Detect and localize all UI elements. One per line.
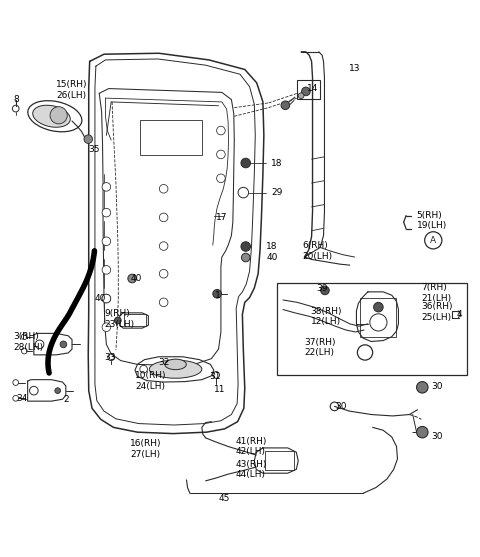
Ellipse shape (28, 101, 82, 132)
Circle shape (301, 87, 310, 96)
Text: 38(RH)
12(LH): 38(RH) 12(LH) (311, 307, 342, 326)
Text: 8: 8 (13, 95, 19, 104)
Text: 7(RH)
21(LH): 7(RH) 21(LH) (421, 283, 452, 302)
Text: A: A (430, 236, 436, 245)
Text: 45: 45 (219, 495, 230, 504)
Circle shape (50, 107, 67, 124)
Circle shape (102, 183, 111, 191)
Circle shape (159, 298, 168, 307)
Circle shape (373, 302, 383, 312)
Circle shape (281, 101, 289, 110)
Ellipse shape (33, 105, 70, 127)
Text: 11: 11 (214, 385, 225, 394)
Circle shape (213, 290, 221, 298)
Circle shape (159, 242, 168, 250)
Circle shape (216, 126, 225, 135)
Bar (360, 297, 396, 337)
Circle shape (241, 158, 251, 168)
Text: 18: 18 (266, 242, 278, 251)
Text: 32: 32 (158, 359, 169, 368)
Text: 13: 13 (349, 64, 360, 73)
Text: 1: 1 (215, 291, 221, 300)
Circle shape (102, 294, 111, 303)
Text: 43(RH)
44(LH): 43(RH) 44(LH) (235, 460, 266, 479)
Bar (277, 284, 467, 375)
Text: 30: 30 (431, 382, 443, 391)
Text: 30: 30 (431, 432, 443, 442)
Text: 30: 30 (336, 402, 347, 411)
Circle shape (238, 187, 249, 198)
Text: 39: 39 (316, 284, 328, 292)
Text: 6(RH)
20(LH): 6(RH) 20(LH) (302, 241, 332, 261)
Ellipse shape (165, 359, 186, 370)
Circle shape (102, 266, 111, 274)
Circle shape (35, 340, 44, 349)
Circle shape (60, 341, 67, 348)
Text: 34: 34 (17, 394, 28, 403)
Text: 3(RH)
28(LH): 3(RH) 28(LH) (13, 333, 44, 351)
Text: 18: 18 (271, 159, 283, 168)
Bar (265, 451, 294, 470)
Text: 40: 40 (95, 294, 106, 303)
Text: 41(RH)
42(LH): 41(RH) 42(LH) (235, 437, 266, 456)
Text: 40: 40 (266, 253, 277, 262)
Circle shape (241, 242, 251, 251)
Circle shape (102, 323, 111, 331)
Circle shape (115, 317, 121, 324)
Text: 17: 17 (216, 213, 228, 222)
Text: 36(RH)
25(LH): 36(RH) 25(LH) (421, 302, 453, 321)
Circle shape (417, 382, 428, 393)
Circle shape (159, 270, 168, 278)
Bar (123, 314, 146, 326)
Circle shape (140, 365, 147, 373)
Circle shape (216, 174, 225, 183)
Circle shape (370, 314, 387, 331)
Text: 5(RH)
19(LH): 5(RH) 19(LH) (417, 211, 447, 230)
Bar (297, 80, 320, 99)
Circle shape (84, 135, 93, 144)
Circle shape (241, 253, 250, 262)
Circle shape (321, 286, 329, 295)
Circle shape (159, 213, 168, 222)
Circle shape (102, 237, 111, 246)
Circle shape (30, 387, 38, 395)
Circle shape (298, 93, 304, 99)
Text: 35: 35 (89, 145, 100, 154)
Circle shape (102, 208, 111, 217)
Text: 16(RH)
27(LH): 16(RH) 27(LH) (130, 439, 162, 458)
Text: 10(RH)
24(LH): 10(RH) 24(LH) (135, 372, 167, 391)
Text: 40: 40 (130, 274, 142, 283)
Text: 33: 33 (104, 353, 116, 361)
Text: 31: 31 (209, 372, 220, 381)
Text: 2: 2 (63, 395, 69, 404)
Ellipse shape (149, 360, 202, 378)
Text: 14: 14 (307, 84, 318, 93)
Circle shape (128, 274, 136, 283)
Bar (140, 120, 202, 155)
Text: 29: 29 (271, 188, 282, 197)
Circle shape (55, 388, 60, 393)
Text: 15(RH)
26(LH): 15(RH) 26(LH) (56, 80, 88, 100)
Text: 37(RH)
22(LH): 37(RH) 22(LH) (304, 338, 336, 358)
Circle shape (159, 184, 168, 193)
Text: 4: 4 (456, 310, 462, 319)
Circle shape (102, 294, 111, 303)
Circle shape (216, 150, 225, 159)
Circle shape (417, 427, 428, 438)
Text: 9(RH)
23(LH): 9(RH) 23(LH) (104, 309, 134, 329)
